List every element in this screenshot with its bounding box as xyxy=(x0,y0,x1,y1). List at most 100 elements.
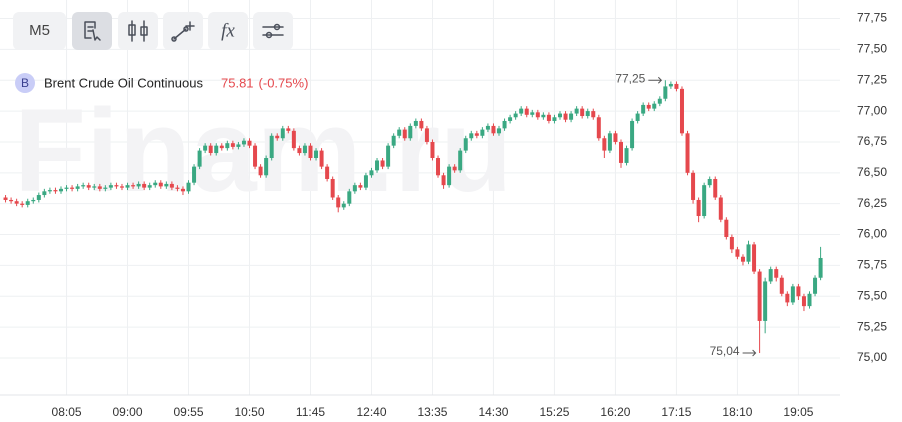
candle-body xyxy=(463,138,468,151)
candle-body xyxy=(175,187,180,189)
annotation-label: 77,25 xyxy=(615,71,645,85)
candle-body xyxy=(103,187,108,189)
candle-body xyxy=(796,286,801,297)
candle-body xyxy=(64,187,69,189)
candle-body xyxy=(768,269,773,282)
candle-body xyxy=(70,187,75,189)
candle-body xyxy=(713,178,718,198)
candle-body xyxy=(458,150,463,171)
candle-body xyxy=(269,135,274,158)
candle-body xyxy=(208,145,213,154)
candle-body xyxy=(513,113,518,118)
candle-body xyxy=(36,195,41,200)
settings-button[interactable] xyxy=(253,12,293,50)
candle-body xyxy=(774,269,779,278)
candle-body xyxy=(469,133,474,139)
candle-body xyxy=(779,277,784,294)
formula-label: fx xyxy=(221,20,235,41)
y-tick-label: 75,00 xyxy=(857,350,887,364)
candle-body xyxy=(757,271,762,321)
candle-body xyxy=(558,113,562,118)
candle-body xyxy=(485,125,490,130)
icon xyxy=(183,26,189,32)
candle-body xyxy=(580,108,585,117)
candle-body xyxy=(164,183,169,187)
candle-body xyxy=(424,128,429,142)
candle-body xyxy=(386,145,391,167)
candle-body xyxy=(752,244,757,272)
legend: B Brent Crude Oil Continuous 75.81 (-0.7… xyxy=(15,73,308,93)
candle-body xyxy=(53,190,58,192)
y-tick-label: 76,75 xyxy=(857,134,887,148)
y-tick-label: 76,25 xyxy=(857,196,887,210)
candle-body xyxy=(341,203,346,208)
icon xyxy=(265,31,273,39)
candle-body xyxy=(657,98,662,104)
candle-body xyxy=(369,170,374,176)
candle-body xyxy=(679,88,684,134)
legend-change: (-0.75%) xyxy=(259,75,309,90)
candle-body xyxy=(158,182,163,187)
x-tick-label: 14:30 xyxy=(478,405,508,419)
candle-body xyxy=(618,141,623,163)
candle-body xyxy=(258,166,263,176)
candle-body xyxy=(58,188,63,192)
candle-body xyxy=(192,166,197,183)
candle-body xyxy=(546,114,551,121)
candle-body xyxy=(724,219,729,237)
candle-body xyxy=(197,150,202,167)
candle-body xyxy=(319,150,324,167)
candle-body xyxy=(646,104,651,109)
candle-body xyxy=(153,182,158,186)
annotation-arrow xyxy=(742,349,757,357)
candle-body xyxy=(702,185,707,217)
x-tick-label: 17:15 xyxy=(661,405,691,419)
candle-body xyxy=(729,237,734,250)
legend-last-price: 75.81 xyxy=(221,75,254,90)
candle-body xyxy=(635,113,640,121)
candle-body xyxy=(391,135,396,146)
x-tick-label: 19:05 xyxy=(783,405,813,419)
y-tick-label: 76,00 xyxy=(857,227,887,241)
y-tick-label: 75,50 xyxy=(857,288,887,302)
candle-body xyxy=(663,86,668,99)
annotation-label: 75,04 xyxy=(710,344,740,358)
candle-body xyxy=(114,185,119,187)
candle-body xyxy=(219,145,224,149)
candle-body xyxy=(480,129,485,136)
legend-badge-text: B xyxy=(21,76,29,90)
candle-body xyxy=(186,182,191,192)
candle-body xyxy=(735,249,740,257)
candle-body xyxy=(419,120,424,129)
candle-body xyxy=(264,158,269,176)
candle-body xyxy=(652,103,657,109)
watermark: Finam.ru xyxy=(14,85,512,217)
candle-body xyxy=(563,113,568,120)
candle-body xyxy=(607,133,612,151)
candle-body xyxy=(302,145,307,154)
candle-body xyxy=(20,203,25,205)
x-tick-label: 15:25 xyxy=(539,405,569,419)
candle-body xyxy=(347,191,352,204)
candle-body xyxy=(491,125,496,134)
toolbar: M5 fx xyxy=(13,12,293,50)
candle-body xyxy=(280,128,285,139)
candle-body xyxy=(763,281,768,321)
candle-body xyxy=(131,185,136,187)
candle-body xyxy=(807,293,812,307)
icon xyxy=(273,23,281,31)
candle-body xyxy=(142,183,147,188)
legend-badge xyxy=(15,73,35,93)
x-tick-label: 08:05 xyxy=(52,405,82,419)
timeframe-button[interactable] xyxy=(13,12,66,50)
indicators-button[interactable] xyxy=(208,12,248,50)
icon xyxy=(171,36,177,42)
candle-body xyxy=(591,111,596,118)
candle-body xyxy=(230,143,235,147)
candle-body xyxy=(685,133,690,173)
candle-body xyxy=(613,133,618,142)
candles-button[interactable] xyxy=(118,12,158,50)
candle-body xyxy=(358,185,363,188)
candle-body xyxy=(624,148,629,163)
